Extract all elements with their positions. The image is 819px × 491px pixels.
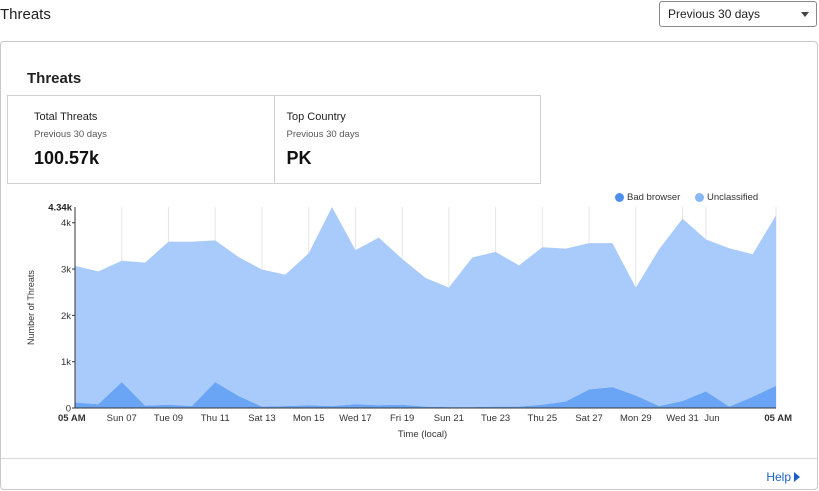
stats-panel: Total Threats Previous 30 days 100.57k T… — [7, 95, 541, 184]
stat-total-threats: Total Threats Previous 30 days 100.57k — [8, 96, 274, 183]
stat-top-country: Top Country Previous 30 days PK — [273, 96, 541, 183]
caret-right-icon — [794, 472, 800, 482]
x-tick-label: Thu 25 — [528, 413, 558, 424]
x-tick-label: Tue 23 — [481, 413, 510, 424]
x-tick-label: Sat 13 — [248, 413, 275, 424]
legend-swatch — [615, 193, 624, 202]
series-area-unclassified — [75, 207, 776, 408]
y-tick-label: 4k — [61, 218, 71, 229]
legend-bad-browser[interactable]: Bad browser — [615, 192, 680, 203]
y-tick-label: 0 — [66, 404, 71, 415]
x-tick-label: Thu 11 — [201, 413, 230, 424]
stat-label: Total Threats — [34, 111, 98, 123]
x-tick-label: Sun 07 — [107, 413, 137, 424]
y-tick-label: 2k — [61, 311, 71, 322]
x-tick-label: Mon 15 — [293, 413, 325, 424]
stat-sub: Previous 30 days — [34, 129, 107, 140]
y-tick-label: 1k — [61, 357, 71, 368]
x-tick-label: Wed 31 — [666, 413, 699, 424]
card-title: Threats — [27, 70, 82, 87]
time-range-value: Previous 30 days — [668, 7, 761, 21]
x-tick-label: 05 AM — [764, 413, 792, 424]
x-tick-label: Sun 21 — [434, 413, 464, 424]
series-area-bad-browser — [75, 382, 776, 408]
y-tick-label: 3k — [61, 265, 71, 276]
x-tick-label: Jun — [704, 413, 719, 424]
chevron-down-icon — [801, 12, 809, 17]
stat-value: PK — [286, 148, 312, 168]
legend-label: Unclassified — [707, 192, 759, 203]
footer-divider — [1, 458, 817, 459]
time-range-select[interactable]: Previous 30 days — [659, 1, 817, 27]
x-tick-label: Mon 29 — [620, 413, 652, 424]
help-link[interactable]: Help — [766, 470, 800, 484]
x-tick-label: Fri 19 — [390, 413, 414, 424]
x-tick-label: Wed 17 — [339, 413, 372, 424]
stat-sub: Previous 30 days — [286, 129, 360, 140]
stat-value: 100.57k — [34, 148, 100, 168]
x-tick-label: Tue 09 — [154, 413, 183, 424]
stat-label: Top Country — [286, 111, 346, 123]
legend-label: Bad browser — [627, 192, 681, 203]
x-tick-label: Sat 27 — [575, 413, 602, 424]
help-label: Help — [766, 470, 791, 484]
legend-swatch — [695, 193, 704, 202]
y-axis-title: Number of Threats — [26, 270, 36, 345]
x-axis-title: Time (local) — [398, 429, 447, 440]
legend-unclassified[interactable]: Unclassified — [695, 192, 758, 203]
x-tick-label: 05 AM — [58, 413, 86, 424]
page-title: Threats — [0, 6, 51, 23]
y-max-label: 4.34k — [48, 203, 72, 214]
